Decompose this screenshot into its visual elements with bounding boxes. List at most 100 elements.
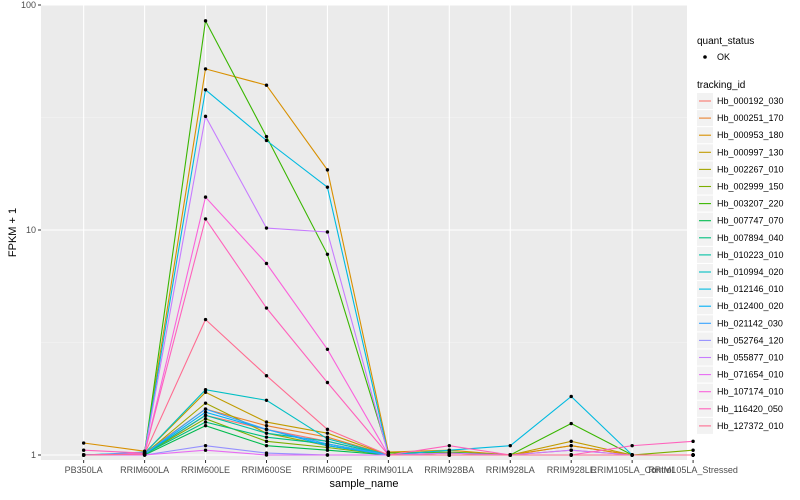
legend-label-Hb_071654_010: Hb_071654_010 bbox=[717, 370, 784, 380]
data-point-Hb_010994_020-RRIM600SE bbox=[264, 398, 269, 403]
data-point-Hb_010994_020-RRIM600LE bbox=[203, 388, 208, 392]
data-point-Hb_127372_010-RRIM901LA bbox=[386, 453, 391, 457]
x-tick-label: RRIM901LA bbox=[364, 465, 413, 475]
legend-label-Hb_107174_010: Hb_107174_010 bbox=[717, 387, 784, 397]
legend-label-Hb_010994_020: Hb_010994_020 bbox=[717, 267, 784, 277]
data-point-Hb_116420_050-PB350LA bbox=[81, 448, 86, 452]
data-point-Hb_116420_050-RRIM600LE bbox=[203, 217, 208, 221]
data-point-Hb_127372_010-RRIM928BA bbox=[447, 453, 452, 457]
x-tick-label: RRIM928LA bbox=[486, 465, 535, 475]
data-point-Hb_116420_050-RRIM600SE bbox=[264, 306, 269, 310]
legend-label-Hb_000953_180: Hb_000953_180 bbox=[717, 130, 784, 140]
data-point-Hb_000251_170-RRIM600SE bbox=[264, 423, 269, 428]
data-point-Hb_010223_010-RRIM600PE bbox=[325, 439, 330, 444]
x-tick-label: RRIM600LA bbox=[120, 465, 169, 475]
data-point-Hb_116420_050-RRIM105LA_Control bbox=[630, 443, 634, 448]
data-point-Hb_000997_130-RRIM600PE bbox=[325, 431, 330, 435]
data-point-Hb_055877_010-RRIM928LE bbox=[569, 448, 573, 452]
legend-label-Hb_000192_030: Hb_000192_030 bbox=[717, 96, 784, 106]
data-point-Hb_002999_150-RRIM600SE bbox=[264, 439, 269, 444]
data-point-Hb_002267_010-RRIM600LE bbox=[203, 401, 208, 405]
data-point-Hb_107174_010-RRIM600SE bbox=[264, 261, 269, 266]
data-point-Hb_000997_130-RRIM928LE bbox=[569, 439, 573, 444]
data-point-Hb_127372_010-RRIM600LE bbox=[203, 317, 208, 322]
y-tick-label: 1 bbox=[31, 450, 36, 460]
x-tick-label: RRIM600LE bbox=[181, 465, 230, 475]
data-point-Hb_000953_180-RRIM600SE bbox=[264, 83, 269, 87]
shape-legend-items: OK bbox=[703, 52, 730, 62]
data-point-Hb_012146_010-RRIM600LE bbox=[203, 88, 208, 92]
x-tick-label: RRIM600PE bbox=[302, 465, 352, 475]
data-point-Hb_002999_150-RRIM600LE bbox=[203, 416, 208, 421]
data-point-Hb_055877_010-RRIM600SE bbox=[264, 226, 269, 230]
data-point-Hb_003207_220-RRIM600SE bbox=[264, 134, 269, 139]
data-point-Hb_012146_010-RRIM928LE bbox=[569, 394, 573, 399]
data-point-Hb_127372_010-RRIM600LA bbox=[142, 452, 147, 456]
data-point-Hb_021142_030-RRIM600SE bbox=[264, 427, 269, 432]
legend-label-Hb_000251_170: Hb_000251_170 bbox=[717, 113, 784, 123]
x-axis-ticks: PB350LA RRIM600LA RRIM600LE RRIM600SE RRIM60… bbox=[65, 460, 738, 475]
data-point-Hb_127372_010-RRIM928LA bbox=[508, 453, 512, 457]
color-legend-title: tracking_id bbox=[697, 80, 745, 91]
data-point-Hb_010223_010-RRIM600SE bbox=[264, 431, 269, 435]
data-point-Hb_127372_010-RRIM600SE bbox=[264, 374, 269, 378]
legend-label-Hb_002267_010: Hb_002267_010 bbox=[717, 164, 784, 174]
data-point-Hb_003207_220-RRIM600PE bbox=[325, 252, 330, 256]
data-point-Hb_007747_070-RRIM600PE bbox=[325, 448, 330, 452]
legend-label-Hb_002999_150: Hb_002999_150 bbox=[717, 182, 784, 192]
x-tick-label: RRIM600SE bbox=[241, 465, 291, 475]
legend-label-Hb_055877_010: Hb_055877_010 bbox=[717, 353, 784, 363]
data-point-Hb_012146_010-RRIM600PE bbox=[325, 185, 330, 189]
data-point-Hb_071654_010-RRIM600LE bbox=[203, 448, 208, 452]
y-axis-ticks: 1 10 100 bbox=[21, 0, 41, 460]
data-point-Hb_116420_050-RRIM928BA bbox=[447, 443, 452, 448]
data-point-Hb_010223_010-RRIM600LE bbox=[203, 413, 208, 418]
legend-label-Hb_116420_050: Hb_116420_050 bbox=[717, 404, 783, 414]
data-point-Hb_000997_130-RRIM600LE bbox=[203, 390, 208, 394]
plot-panel bbox=[41, 5, 687, 460]
y-tick-label: 10 bbox=[26, 225, 36, 235]
data-point-Hb_007894_040-RRIM600LE bbox=[203, 420, 208, 424]
data-point-Hb_012146_010-RRIM600SE bbox=[264, 138, 269, 143]
data-point-Hb_116420_050-RRIM105LA_Stressed bbox=[691, 439, 695, 444]
x-tick-label: RRIM928LE bbox=[547, 465, 596, 475]
data-point-Hb_012146_010-RRIM928LA bbox=[508, 443, 512, 448]
x-axis-title: sample_name bbox=[329, 478, 398, 490]
data-point-Hb_007747_070-RRIM600LE bbox=[203, 423, 208, 428]
data-point-Hb_012146_010-RRIM928BA bbox=[447, 448, 452, 452]
y-tick-label: 100 bbox=[21, 0, 36, 10]
data-point-Hb_127372_010-RRIM600PE bbox=[325, 427, 330, 432]
data-point-Hb_052764_120-RRIM600LE bbox=[203, 443, 208, 448]
x-tick-label: RRIM105LA_Control bbox=[591, 465, 674, 475]
shape-legend-label: OK bbox=[717, 52, 730, 62]
legend-label-Hb_010223_010: Hb_010223_010 bbox=[717, 250, 784, 260]
data-point-Hb_003207_220-RRIM600LE bbox=[203, 19, 208, 23]
legend-label-Hb_012146_010: Hb_012146_010 bbox=[717, 284, 784, 294]
shape-legend-title: quant_status bbox=[697, 36, 754, 47]
data-point-Hb_116420_050-RRIM600PE bbox=[325, 380, 330, 385]
legend-label-Hb_012400_020: Hb_012400_020 bbox=[717, 301, 784, 311]
legend-label-Hb_003207_220: Hb_003207_220 bbox=[717, 199, 784, 209]
legend-label-Hb_021142_030: Hb_021142_030 bbox=[717, 318, 783, 328]
data-point-Hb_007747_070-RRIM600SE bbox=[264, 443, 269, 448]
data-point-Hb_000953_180-RRIM600LE bbox=[203, 67, 208, 71]
color-legend-items: Hb_000192_030 Hb_000251_170 Hb_000953_180 H… bbox=[697, 93, 784, 434]
data-point-Hb_071654_010-RRIM600PE bbox=[325, 453, 330, 457]
data-point-Hb_000953_180-RRIM928LE bbox=[569, 443, 573, 448]
data-point-Hb_107174_010-RRIM600LE bbox=[203, 195, 208, 199]
data-point-Hb_021142_030-RRIM600PE bbox=[325, 442, 330, 446]
data-point-Hb_000953_180-RRIM600PE bbox=[325, 168, 330, 172]
grid-minor bbox=[41, 117, 687, 343]
legend-key-point bbox=[703, 55, 707, 59]
x-tick-label: RRIM928BA bbox=[424, 465, 474, 475]
x-tick-label: PB350LA bbox=[65, 465, 103, 475]
data-point-Hb_127372_010-RRIM928LE bbox=[569, 453, 573, 457]
legend-label-Hb_007747_070: Hb_007747_070 bbox=[717, 216, 784, 226]
data-point-Hb_127372_010-RRIM105LA_Stressed bbox=[691, 453, 695, 457]
data-point-Hb_127372_010-RRIM105LA_Control bbox=[630, 453, 634, 457]
y-axis-title: FPKM + 1 bbox=[7, 208, 19, 257]
data-point-Hb_055877_010-RRIM600PE bbox=[325, 230, 330, 234]
x-tick-label: RRIM105LA_Stressed bbox=[648, 465, 738, 475]
grid-major bbox=[41, 4, 694, 460]
